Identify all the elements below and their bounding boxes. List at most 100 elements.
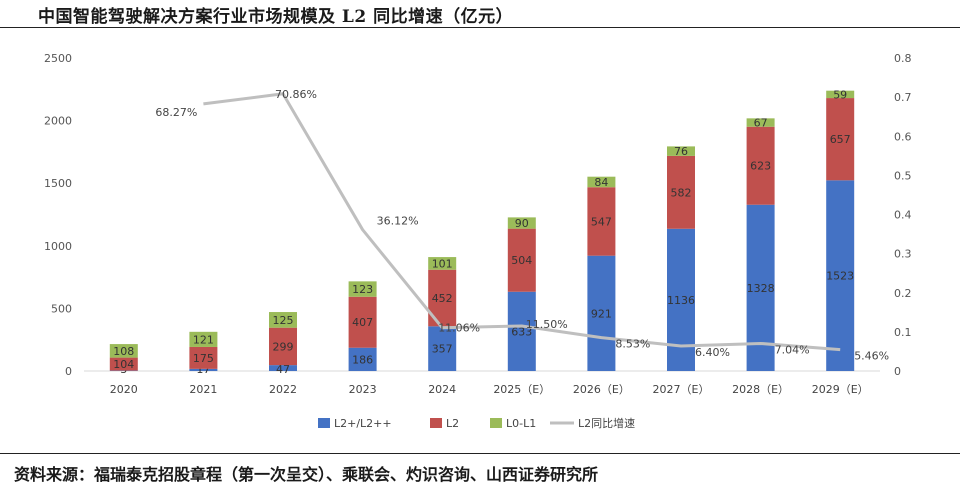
legend-label: L2同比增速 [578, 416, 635, 430]
right-y-tick-label: 0 [894, 365, 901, 378]
legend-swatch [318, 418, 330, 428]
right-y-tick-label: 0.4 [894, 209, 912, 222]
bar-label-l2: 104 [113, 358, 134, 371]
x-tick-label: 2022 [269, 383, 297, 396]
growth-rate-label: 70.86% [275, 88, 317, 101]
bar-segment-l0l1 [189, 331, 218, 347]
right-y-tick-label: 0.6 [894, 130, 912, 143]
bar-label-l2plus: 1523 [826, 270, 854, 283]
bar-label-l2: 299 [273, 340, 294, 353]
bar-segment-l2plus [269, 365, 297, 371]
bar-label-l0l1: 90 [515, 217, 529, 230]
growth-rate-label: 11.06% [438, 322, 480, 335]
right-y-tick-label: 0.2 [894, 287, 912, 300]
bar-segment-l0l1 [428, 257, 457, 270]
bar-segment-l0l1 [587, 176, 616, 188]
bar-segment-l0l1 [109, 344, 138, 358]
bar-segment-l2plus [348, 347, 377, 371]
bar-label-l2plus: 633 [511, 325, 532, 338]
bar-label-l2: 623 [750, 160, 771, 173]
chart-canvas: 0 500 1000 1500 2000 2500 0 0.1 0.2 0.3 0.4 0.5 0.6… [44, 52, 912, 430]
growth-rate-label: 11.50% [526, 318, 568, 331]
title-divider [0, 27, 960, 28]
stacked-bars: 3104108171751214729912518640712335745210… [109, 88, 855, 376]
x-tick-label: 2023 [349, 383, 377, 396]
right-y-tick-label: 0.5 [894, 169, 912, 182]
bar-label-l2plus: 1328 [747, 282, 775, 295]
right-y-tick-label: 0.8 [894, 52, 912, 65]
bar-label-l2plus: 1136 [667, 294, 695, 307]
bar-label-l2: 582 [671, 186, 692, 199]
left-y-tick-label: 2500 [44, 52, 72, 65]
right-y-tick-label: 0.1 [894, 326, 912, 339]
bar-label-l2: 504 [511, 254, 532, 267]
bar-label-l2: 407 [352, 316, 373, 329]
growth-rate-label: 6.40% [695, 346, 730, 359]
bar-segment-l2plus [587, 255, 616, 371]
bar-segment-l2 [746, 126, 775, 205]
bar-label-l2: 547 [591, 215, 612, 228]
bar-segment-l0l1 [667, 146, 695, 156]
bar-label-l0l1: 125 [273, 314, 294, 327]
bar-label-l2: 657 [830, 133, 851, 146]
chart-title: 中国智能驾驶解决方案行业市场规模及 L2 同比增速（亿元） [38, 7, 514, 27]
bar-label-l2plus: 357 [432, 343, 453, 356]
bar-segment-l0l1 [269, 312, 297, 328]
legend-label: L2 [446, 417, 459, 430]
x-tick-label: 2020 [110, 383, 138, 396]
bar-label-l2: 452 [432, 292, 453, 305]
bar-label-l0l1: 108 [113, 345, 134, 358]
bar-segment-l2 [348, 296, 377, 348]
bar-label-l0l1: 121 [193, 333, 214, 346]
x-tick-label: 2021 [189, 383, 217, 396]
bar-segment-l2plus [189, 368, 218, 371]
bar-segment-l2plus [826, 180, 855, 371]
bar-label-l0l1: 59 [833, 88, 847, 101]
growth-line-path [203, 92, 841, 352]
bar-segment-l0l1 [507, 217, 536, 229]
bar-label-l0l1: 101 [432, 257, 453, 270]
bar-segment-l0l1 [746, 118, 775, 127]
bar-label-l0l1: 123 [352, 283, 373, 296]
x-tick-label: 2029（E） [812, 383, 869, 396]
growth-rate-label: 7.04% [775, 343, 810, 356]
bar-label-l2: 175 [193, 352, 214, 365]
bar-label-l2plus: 186 [352, 353, 373, 366]
left-y-tick-label: 0 [65, 365, 72, 378]
bar-segment-l2 [667, 155, 695, 229]
bar-segment-l2 [587, 187, 616, 256]
source-divider [0, 453, 960, 454]
bar-segment-l2 [189, 346, 218, 369]
right-y-axis: 0 0.1 0.2 0.3 0.4 0.5 0.6 0.7 0.8 [894, 52, 912, 378]
growth-rate-label: 36.12% [377, 215, 419, 228]
source-note: 资料来源：福瑞泰克招股章程（第一次呈交）、乘联会、灼识咨询、山西证券研究所 [14, 465, 599, 484]
right-y-tick-label: 0.7 [894, 91, 912, 104]
bar-segment-l0l1 [348, 281, 377, 297]
bar-segment-l2plus [428, 326, 457, 371]
x-tick-label: 2027（E） [653, 383, 710, 396]
bar-segment-l0l1 [826, 90, 855, 99]
bar-label-l0l1: 76 [674, 145, 688, 158]
bar-label-l0l1: 84 [594, 176, 608, 189]
x-tick-label: 2025（E） [493, 383, 550, 396]
bar-label-l2plus: 921 [591, 307, 612, 320]
bar-segment-l2 [109, 357, 138, 371]
legend-swatch [490, 418, 502, 428]
growth-line: 68.27% 70.86% 36.12% 11.06% 11.50% 8.53% 6.40%… [155, 88, 889, 363]
left-y-tick-label: 1000 [44, 240, 72, 253]
x-tick-label: 2028（E） [732, 383, 789, 396]
growth-rate-label: 8.53% [615, 338, 650, 351]
growth-rate-label: 68.27% [155, 106, 197, 119]
chart-legend: L2+/L2++ L2 L0-L1 L2同比增速 [318, 416, 635, 430]
growth-rate-label: 5.46% [854, 350, 889, 363]
left-y-axis: 0 500 1000 1500 2000 2500 [44, 52, 72, 378]
x-tick-label: 2024 [428, 383, 456, 396]
right-y-tick-label: 0.3 [894, 248, 912, 261]
left-y-tick-label: 500 [51, 302, 72, 315]
bar-segment-l2 [507, 228, 536, 292]
left-y-tick-label: 2000 [44, 115, 72, 128]
bar-label-l2plus: 47 [276, 363, 290, 376]
legend-swatch [430, 418, 442, 428]
bar-segment-l2 [269, 327, 297, 366]
bar-segment-l2plus [507, 291, 536, 371]
